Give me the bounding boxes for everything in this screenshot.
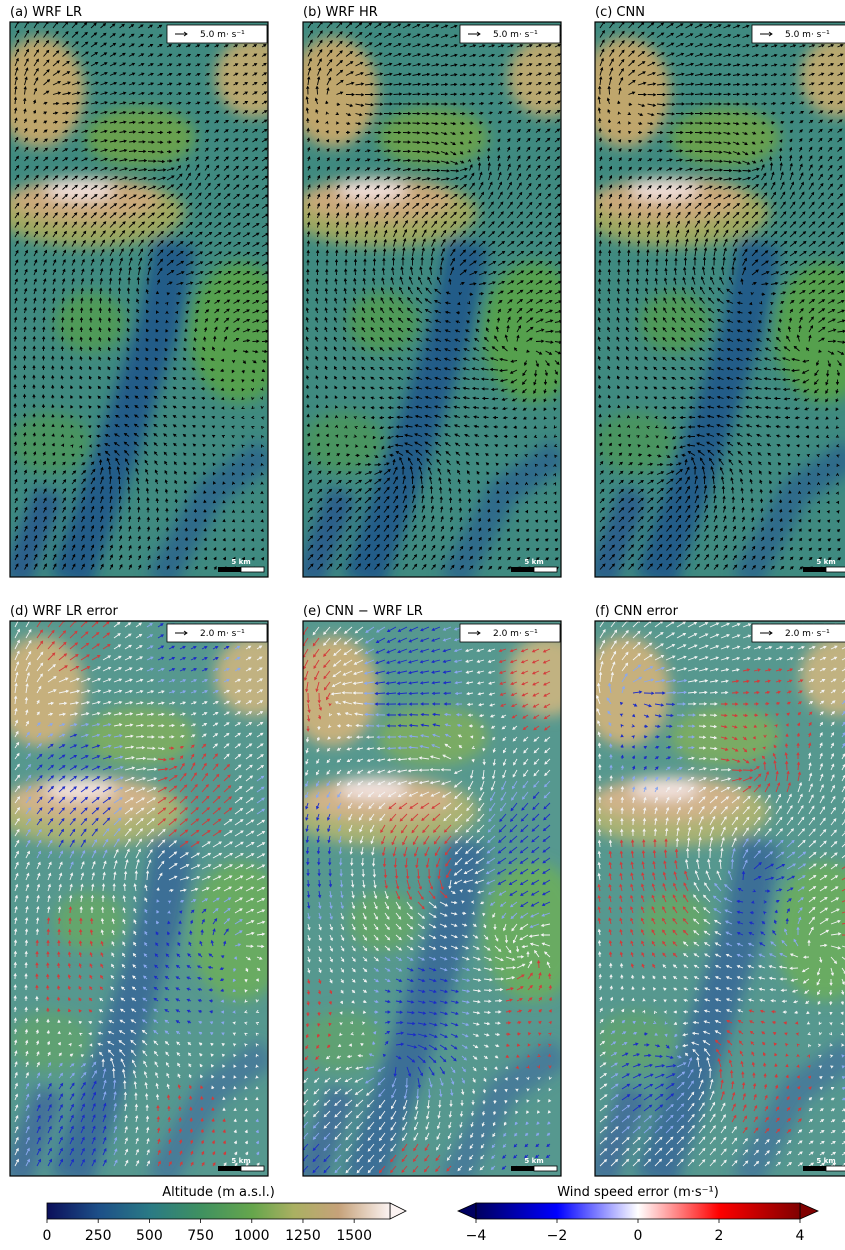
colorbar-extend — [800, 1203, 818, 1219]
reference-label: 2.0 m· s⁻¹ — [493, 629, 538, 639]
colorbar-tick-label: −2 — [547, 1228, 568, 1244]
scale-label: 5 km — [816, 1157, 835, 1165]
figure: (a) WRF LR5.0 m· s⁻¹5 km(b) WRF HR5.0 m·… — [0, 0, 845, 1250]
colorbar — [476, 1203, 800, 1219]
colorbar-tick-label: 1500 — [336, 1228, 372, 1244]
scale-label: 5 km — [816, 558, 835, 566]
scale-bar-white — [826, 1166, 845, 1171]
map-area — [575, 601, 845, 1201]
reference-label: 2.0 m· s⁻¹ — [200, 629, 245, 639]
map-panel: 5.0 m· s⁻¹ 5 km — [0, 2, 295, 602]
panel-title: (e) CNN − WRF LR — [303, 604, 423, 619]
scale-bar-white — [241, 567, 264, 572]
colorbar-tick-label: 250 — [85, 1228, 112, 1244]
map-panel: 2.0 m· s⁻¹ 5 km — [283, 601, 588, 1201]
map-area — [0, 2, 295, 602]
colorbars: Altitude (m a.s.l.) 0 250 500 750 1000 1250 150… — [43, 1185, 818, 1244]
scale-bar-black — [511, 1166, 534, 1171]
colorbar-label: Wind speed error (m·s⁻¹) — [557, 1185, 719, 1200]
terrain-wash — [595, 621, 845, 1176]
panels: (a) WRF LR5.0 m· s⁻¹5 km(b) WRF HR5.0 m·… — [0, 2, 845, 1201]
reference-label: 5.0 m· s⁻¹ — [200, 30, 245, 40]
scale-bar-white — [534, 567, 557, 572]
terrain-wash — [303, 621, 561, 1176]
scale-bar-black — [218, 1166, 241, 1171]
colorbar-extend — [458, 1203, 476, 1219]
map-panel: 2.0 m· s⁻¹ 5 km — [575, 601, 845, 1201]
reference-label: 2.0 m· s⁻¹ — [785, 629, 830, 639]
map-area — [575, 2, 845, 602]
scale-bar-black — [803, 1166, 826, 1171]
colorbar-tick-label: 4 — [796, 1228, 805, 1244]
colorbar — [47, 1203, 390, 1219]
map-area — [283, 601, 588, 1201]
panel-title: (f) CNN error — [595, 604, 679, 619]
scale-bar-black — [218, 567, 241, 572]
colorbar-tick-label: 2 — [715, 1228, 724, 1244]
scale-bar-white — [241, 1166, 264, 1171]
colorbar-label: Altitude (m a.s.l.) — [162, 1185, 275, 1200]
map-area — [283, 2, 588, 602]
scale-label: 5 km — [231, 558, 250, 566]
colorbar-tick-label: 500 — [136, 1228, 163, 1244]
panel-title: (a) WRF LR — [10, 5, 82, 20]
scale-label: 5 km — [524, 558, 543, 566]
scale-bar-white — [534, 1166, 557, 1171]
scale-label: 5 km — [231, 1157, 250, 1165]
colorbar-tick-label: −4 — [466, 1228, 487, 1244]
colorbar-tick-label: 0 — [43, 1228, 52, 1244]
panel-title: (c) CNN — [595, 5, 645, 20]
panel-title: (d) WRF LR error — [10, 604, 119, 619]
scale-bar-black — [803, 567, 826, 572]
map-area — [0, 601, 295, 1201]
scale-label: 5 km — [524, 1157, 543, 1165]
scale-bar-black — [511, 567, 534, 572]
colorbar-extend — [390, 1203, 406, 1219]
scale-bar-white — [826, 567, 845, 572]
colorbar-tick-label: 750 — [187, 1228, 214, 1244]
terrain — [575, 2, 845, 602]
colorbar-tick-label: 1000 — [234, 1228, 270, 1244]
reference-label: 5.0 m· s⁻¹ — [785, 30, 830, 40]
map-panel: 5.0 m· s⁻¹ 5 km — [575, 2, 845, 602]
reference-label: 5.0 m· s⁻¹ — [493, 30, 538, 40]
map-panel: 2.0 m· s⁻¹ 5 km — [0, 601, 295, 1201]
colorbar-tick-label: 1250 — [285, 1228, 321, 1244]
map-panel: 5.0 m· s⁻¹ 5 km — [283, 2, 588, 602]
panel-title: (b) WRF HR — [303, 5, 378, 20]
colorbar-tick-label: 0 — [634, 1228, 643, 1244]
